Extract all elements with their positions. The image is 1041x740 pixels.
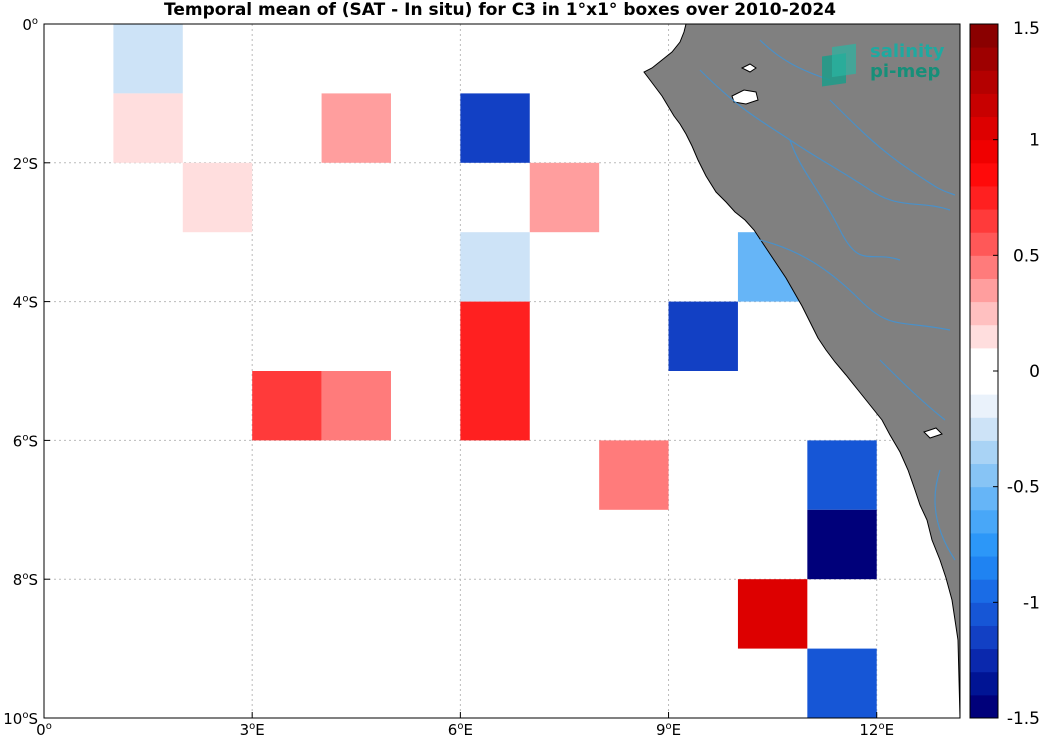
colorbar-segment bbox=[970, 509, 998, 534]
data-cell bbox=[529, 162, 600, 233]
colorbar-segment bbox=[970, 371, 998, 395]
colorbar-segment bbox=[970, 648, 998, 673]
colorbar-segment bbox=[970, 671, 998, 696]
plot-frame bbox=[43, 23, 961, 719]
colorbar bbox=[970, 24, 998, 719]
data-cell bbox=[113, 93, 183, 163]
land-mass bbox=[643, 24, 960, 718]
data-cell bbox=[321, 371, 391, 441]
island-shape bbox=[731, 89, 759, 105]
data-cell bbox=[668, 301, 738, 371]
data-cell bbox=[807, 509, 877, 580]
colorbar-tick-label: -1 bbox=[1023, 593, 1040, 613]
data-cell bbox=[252, 371, 322, 441]
data-cell bbox=[460, 232, 530, 302]
data-cell bbox=[321, 93, 391, 163]
colorbar-segment bbox=[970, 301, 998, 326]
colorbar-segment bbox=[970, 347, 998, 372]
data-cells bbox=[113, 24, 877, 718]
x-tick-label: 6oE bbox=[448, 721, 473, 739]
colorbar-segment bbox=[970, 694, 998, 719]
colorbar-segment bbox=[970, 116, 998, 141]
colorbar-segment bbox=[970, 139, 998, 164]
data-cell bbox=[460, 371, 530, 441]
data-cell bbox=[807, 440, 877, 510]
colorbar-tick-label: -0.5 bbox=[1007, 478, 1040, 498]
rivers bbox=[699, 39, 956, 561]
data-cell bbox=[807, 648, 877, 718]
colorbar-segment bbox=[970, 209, 998, 233]
data-cell bbox=[113, 24, 183, 94]
colorbar-tick-label: 1 bbox=[1029, 131, 1040, 151]
colorbar-segment bbox=[970, 162, 998, 187]
colorbar-segment bbox=[970, 70, 998, 94]
y-tick-label: 4oS bbox=[13, 294, 38, 312]
x-tick-label: 0o bbox=[36, 721, 52, 739]
colorbar-segment bbox=[970, 579, 998, 603]
colorbar-segment bbox=[970, 440, 998, 465]
map-title: Temporal mean of (SAT - In situ) for C3 … bbox=[164, 0, 836, 20]
colorbar-segment bbox=[970, 394, 998, 418]
island-shape bbox=[740, 63, 757, 73]
y-tick-label: 2oS bbox=[13, 155, 38, 173]
logo-line-1: salinity bbox=[870, 41, 945, 62]
y-axis: 0o 2oS 4oS 6oS 8oS 10oS bbox=[3, 16, 50, 728]
colorbar-ticks: 1.5 1 0.5 0 -0.5 -1 -1.5 bbox=[993, 19, 1040, 729]
colorbar-tick-label: 1.5 bbox=[1013, 19, 1040, 39]
data-cell bbox=[182, 162, 253, 233]
y-tick-label: 0o bbox=[22, 16, 38, 34]
land-layer bbox=[643, 24, 960, 718]
colorbar-segment bbox=[970, 185, 998, 210]
x-tick-label: 9oE bbox=[656, 721, 681, 739]
data-cell bbox=[737, 579, 808, 649]
colorbar-segment bbox=[970, 556, 998, 580]
data-cell bbox=[460, 301, 530, 371]
colorbar-segment bbox=[970, 255, 998, 279]
colorbar-tick-label: 0.5 bbox=[1013, 246, 1040, 266]
data-cell bbox=[460, 93, 530, 163]
logo-mark-icon bbox=[822, 43, 856, 87]
colorbar-segment bbox=[970, 486, 998, 511]
y-tick-label: 6oS bbox=[13, 432, 38, 450]
colorbar-segment bbox=[970, 324, 998, 349]
colorbar-segment bbox=[970, 602, 998, 626]
colorbar-segment bbox=[970, 625, 998, 650]
x-axis: 0o 3oE 6oE 9oE 12oE bbox=[36, 712, 894, 739]
colorbar-tick-label: 0 bbox=[1029, 362, 1040, 382]
y-tick-label: 10oS bbox=[3, 710, 38, 728]
colorbar-segment bbox=[970, 47, 998, 71]
x-tick-label: 3oE bbox=[240, 721, 265, 739]
colorbar-segment bbox=[970, 93, 998, 118]
salinity-pimep-logo: salinity pi-mep bbox=[822, 41, 945, 87]
colorbar-segment bbox=[970, 278, 998, 303]
colorbar-segment bbox=[970, 24, 998, 48]
colorbar-tick-label: -1.5 bbox=[1007, 709, 1040, 729]
colorbar-segment bbox=[970, 463, 998, 488]
logo-line-2: pi-mep bbox=[870, 61, 940, 82]
y-tick-label: 8oS bbox=[13, 571, 38, 589]
data-cell bbox=[599, 440, 669, 510]
island-shape bbox=[923, 427, 943, 439]
colorbar-segment bbox=[970, 417, 998, 441]
x-tick-label: 12oE bbox=[859, 721, 894, 739]
colorbar-segment bbox=[970, 232, 998, 256]
colorbar-segment bbox=[970, 532, 998, 557]
